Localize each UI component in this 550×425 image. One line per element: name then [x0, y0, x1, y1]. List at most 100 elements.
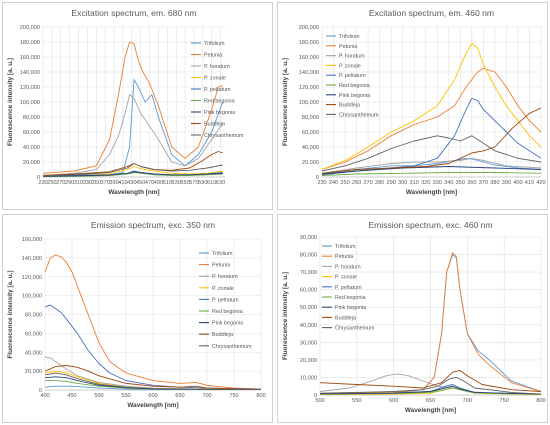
y-tick-label: 40,000 [25, 350, 42, 356]
x-tick-label: 630 [216, 180, 225, 186]
x-tick-label: 410 [118, 180, 127, 186]
x-axis-label: Wavelength [nm] [406, 189, 457, 196]
x-tick-label: 530 [171, 180, 180, 186]
x-tick-label: 370 [100, 180, 109, 186]
y-tick-label: 0 [39, 388, 42, 394]
x-tick-label: 550 [180, 180, 189, 186]
legend-label: Chrysanthemum [335, 326, 375, 332]
y-tick-label: 30,000 [300, 340, 317, 346]
y-tick-label: 20,000 [302, 160, 319, 166]
y-tick-label: 60,000 [300, 288, 317, 294]
chart-title: Excitation spectrum, em. 460 nm [369, 8, 494, 18]
legend-label: Chrysanthemum [212, 344, 252, 350]
y-tick-label: 0 [314, 393, 317, 399]
x-tick-label: 650 [426, 398, 435, 404]
y-tick-label: 80,000 [302, 115, 319, 121]
x-tick-label: 320 [421, 180, 430, 186]
x-tick-label: 550 [121, 393, 130, 399]
legend-label: Chrysanthemum [339, 112, 379, 118]
y-tick-label: 60,000 [25, 331, 42, 337]
series-line-trifolium [43, 79, 224, 176]
x-tick-label: 610 [207, 180, 216, 186]
y-tick-label: 180,000 [20, 40, 40, 46]
x-tick-label: 350 [92, 180, 101, 186]
x-tick-label: 700 [202, 393, 211, 399]
x-tick-label: 390 [502, 180, 511, 186]
x-tick-label: 310 [74, 180, 83, 186]
y-tick-label: 160,000 [299, 55, 319, 61]
x-tick-label: 800 [536, 398, 545, 404]
y-tick-label: 120,000 [22, 275, 42, 281]
x-tick-label: 380 [490, 180, 499, 186]
legend-label: Buddleja [212, 332, 233, 338]
plot-area [45, 254, 261, 390]
series-line-petunia [45, 254, 261, 390]
legend: Trifolium Petunia P. horatum P. zonale P. pe… [326, 34, 379, 118]
chart-panel-emission-350: Emission spectrum, exc. 350 nm 0 20,000 40,… [2, 214, 273, 423]
y-tick-label: 60,000 [23, 130, 40, 136]
legend-label: Trifolium [339, 34, 360, 40]
y-tick-label: 40,000 [300, 323, 317, 329]
x-tick-label: 280 [375, 180, 384, 186]
y-tick-label: 10,000 [300, 375, 317, 381]
series-line-p-zonale [322, 43, 541, 170]
x-axis-label: Wavelength [nm] [405, 407, 456, 414]
series-line-red-begonia [320, 387, 541, 395]
x-tick-label: 290 [386, 180, 395, 186]
series-line-p-zonale [43, 166, 223, 177]
chart-excitation-460: Excitation spectrum, em. 460 nm 0 20,000 40… [282, 8, 546, 196]
legend: Trifolium Petunia P. horatum P. zonale P. pe… [199, 251, 252, 350]
chart-panel-excitation-680: Excitation spectrum, em. 680 nm 0 20,000 40… [2, 2, 273, 210]
x-tick-label: 490 [154, 180, 163, 186]
legend-label: P. zonale [204, 76, 226, 82]
x-tick-label: 340 [444, 180, 453, 186]
x-tick-label: 450 [67, 393, 76, 399]
legend-label: P. horatum [212, 274, 238, 280]
y-tick-label: 200,000 [299, 25, 319, 31]
legend-label: Buddleja [335, 315, 356, 321]
series-line-chrysanthemum [45, 372, 261, 390]
y-tick-label: 100,000 [299, 100, 319, 106]
series-line-chrysanthemum [43, 163, 223, 177]
series-line-trifolium [322, 157, 541, 174]
legend-label: P. horatum [335, 264, 361, 270]
plot-area [320, 252, 541, 395]
x-tick-label: 240 [329, 180, 338, 186]
x-tick-label: 500 [94, 393, 103, 399]
series-line-pink-begonia [322, 166, 541, 175]
y-tick-label: 20,000 [23, 160, 40, 166]
y-tick-label: 20,000 [25, 369, 42, 375]
x-tick-label: 260 [352, 180, 361, 186]
x-tick-label: 290 [65, 180, 74, 186]
y-tick-label: 120,000 [20, 85, 40, 91]
y-tick-label: 140,000 [299, 70, 319, 76]
y-tick-label: 0 [37, 175, 40, 181]
series-line-buddleja [45, 365, 261, 390]
y-tick-label: 90,000 [300, 235, 317, 241]
y-axis-label: Fluorescence intensity [a. u.] [282, 58, 289, 146]
legend-label: Chrysanthemum [204, 133, 244, 139]
x-tick-label: 600 [148, 393, 157, 399]
y-axis-label: Fluorescence intensity [a. u.] [7, 270, 14, 358]
legend-label: Pink begonia [335, 305, 366, 311]
x-tick-label: 750 [229, 393, 238, 399]
plot-area [43, 41, 224, 177]
chart-excitation-680: Excitation spectrum, em. 680 nm 0 20,000 40… [7, 8, 244, 196]
legend-label: Trifolium [335, 244, 356, 250]
y-axis-label: Fluorescence intensity [a. u.] [7, 58, 14, 146]
x-tick-label: 250 [340, 180, 349, 186]
series-line-p-horatum [43, 94, 224, 176]
chart-panel-excitation-460: Excitation spectrum, em. 460 nm 0 20,000 40… [277, 2, 548, 210]
legend-label: Pink begonia [339, 93, 370, 99]
y-tick-label: 200,000 [20, 25, 40, 31]
series-line-p-horatum [322, 157, 541, 174]
y-tick-label: 40,000 [302, 145, 319, 151]
legend-label: P. zonale [339, 63, 361, 69]
x-tick-label: 270 [363, 180, 372, 186]
x-tick-label: 230 [317, 180, 326, 186]
x-tick-label: 230 [38, 180, 47, 186]
legend-label: Buddleja [339, 103, 360, 109]
legend-label: Petunia [204, 53, 222, 59]
y-tick-label: 0 [316, 175, 319, 181]
x-tick-label: 360 [467, 180, 476, 186]
